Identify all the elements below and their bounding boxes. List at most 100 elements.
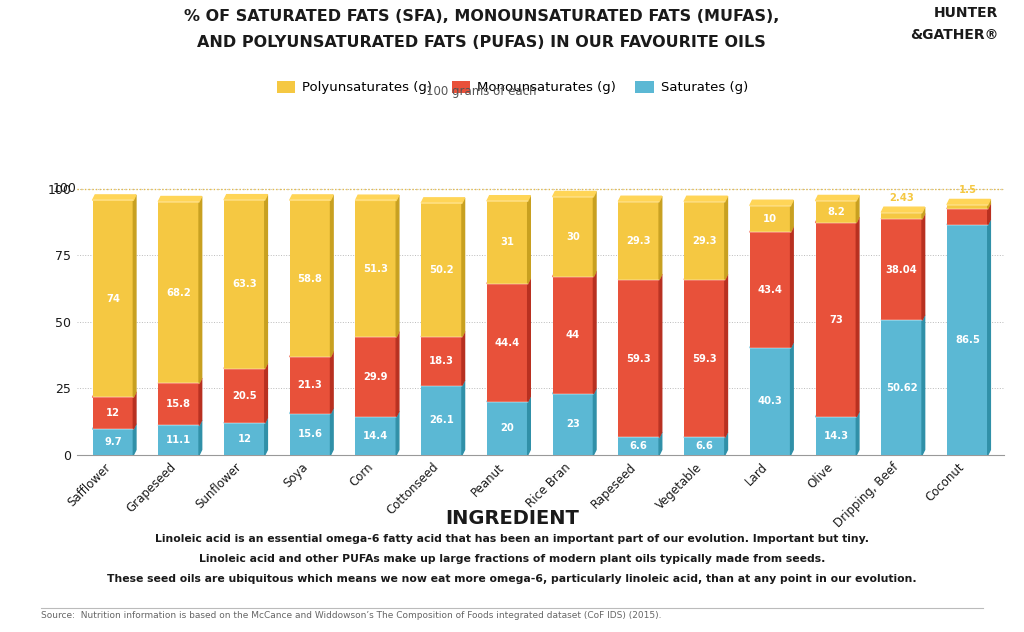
Polygon shape bbox=[618, 432, 662, 437]
Polygon shape bbox=[396, 332, 399, 416]
Polygon shape bbox=[791, 200, 794, 232]
FancyBboxPatch shape bbox=[159, 384, 199, 425]
FancyBboxPatch shape bbox=[290, 413, 331, 455]
Legend: Polyunsaturates (g), Monounsaturates (g), Saturates (g): Polyunsaturates (g), Monounsaturates (g)… bbox=[271, 75, 753, 99]
Text: 14.4: 14.4 bbox=[364, 431, 388, 441]
FancyBboxPatch shape bbox=[947, 209, 988, 225]
Text: 6.6: 6.6 bbox=[630, 441, 648, 451]
FancyBboxPatch shape bbox=[92, 429, 133, 455]
Polygon shape bbox=[92, 392, 136, 398]
Polygon shape bbox=[92, 424, 136, 429]
Polygon shape bbox=[487, 396, 530, 402]
FancyBboxPatch shape bbox=[553, 277, 593, 394]
Text: 44.4: 44.4 bbox=[495, 337, 520, 348]
Text: 50.62: 50.62 bbox=[886, 382, 918, 392]
Text: 43.4: 43.4 bbox=[758, 285, 782, 295]
Text: 31: 31 bbox=[501, 237, 514, 247]
Polygon shape bbox=[355, 195, 399, 200]
Polygon shape bbox=[396, 195, 399, 337]
Text: 100: 100 bbox=[53, 182, 77, 195]
Polygon shape bbox=[224, 418, 267, 423]
Polygon shape bbox=[815, 217, 859, 222]
FancyBboxPatch shape bbox=[815, 417, 856, 455]
FancyBboxPatch shape bbox=[882, 212, 922, 219]
Polygon shape bbox=[199, 420, 202, 455]
Text: 29.3: 29.3 bbox=[692, 236, 717, 246]
Polygon shape bbox=[815, 195, 859, 201]
Text: 12: 12 bbox=[238, 434, 252, 444]
Text: 2.43: 2.43 bbox=[889, 193, 914, 203]
Polygon shape bbox=[133, 392, 136, 429]
Polygon shape bbox=[199, 378, 202, 425]
FancyBboxPatch shape bbox=[882, 320, 922, 455]
Polygon shape bbox=[265, 418, 267, 455]
Text: 30: 30 bbox=[566, 232, 580, 241]
FancyBboxPatch shape bbox=[159, 425, 199, 455]
Text: 18.3: 18.3 bbox=[429, 356, 454, 366]
Polygon shape bbox=[487, 278, 530, 284]
Text: % OF SATURATED FATS (SFA), MONOUNSATURATED FATS (MUFAS),: % OF SATURATED FATS (SFA), MONOUNSATURAT… bbox=[183, 9, 779, 25]
Polygon shape bbox=[791, 227, 794, 348]
Polygon shape bbox=[947, 204, 990, 209]
Polygon shape bbox=[791, 343, 794, 455]
FancyBboxPatch shape bbox=[750, 232, 791, 348]
Polygon shape bbox=[224, 195, 267, 200]
Text: 20.5: 20.5 bbox=[232, 391, 257, 401]
Polygon shape bbox=[882, 315, 925, 320]
Text: 10: 10 bbox=[763, 214, 777, 224]
Polygon shape bbox=[882, 214, 925, 219]
Text: 15.6: 15.6 bbox=[298, 429, 323, 439]
Polygon shape bbox=[159, 420, 202, 425]
Polygon shape bbox=[462, 332, 465, 386]
Polygon shape bbox=[725, 274, 727, 437]
Polygon shape bbox=[750, 227, 794, 232]
FancyBboxPatch shape bbox=[92, 398, 133, 429]
Text: 14.3: 14.3 bbox=[823, 431, 849, 441]
FancyBboxPatch shape bbox=[750, 348, 791, 455]
Text: 38.04: 38.04 bbox=[886, 265, 918, 275]
Text: 100 grams of each: 100 grams of each bbox=[426, 85, 537, 99]
Polygon shape bbox=[882, 207, 925, 212]
Polygon shape bbox=[487, 196, 530, 201]
Text: These seed oils are ubiquitous which means we now eat more omega-6, particularly: These seed oils are ubiquitous which mea… bbox=[108, 574, 916, 585]
FancyBboxPatch shape bbox=[618, 202, 659, 279]
Text: INGREDIENT: INGREDIENT bbox=[445, 509, 579, 528]
FancyBboxPatch shape bbox=[553, 197, 593, 277]
Polygon shape bbox=[199, 197, 202, 384]
Polygon shape bbox=[593, 191, 596, 277]
Polygon shape bbox=[224, 363, 267, 368]
Polygon shape bbox=[331, 351, 333, 413]
FancyBboxPatch shape bbox=[553, 394, 593, 455]
FancyBboxPatch shape bbox=[159, 202, 199, 384]
Polygon shape bbox=[265, 195, 267, 368]
Text: 1.5: 1.5 bbox=[958, 185, 976, 195]
Polygon shape bbox=[659, 274, 662, 437]
Text: 86.5: 86.5 bbox=[955, 335, 980, 345]
Polygon shape bbox=[815, 411, 859, 417]
FancyBboxPatch shape bbox=[355, 200, 396, 337]
FancyBboxPatch shape bbox=[815, 201, 856, 222]
FancyBboxPatch shape bbox=[290, 357, 331, 413]
Polygon shape bbox=[684, 432, 727, 437]
Text: 12: 12 bbox=[105, 408, 120, 418]
Polygon shape bbox=[988, 204, 990, 225]
Text: 29.9: 29.9 bbox=[364, 372, 388, 382]
Polygon shape bbox=[593, 271, 596, 394]
Text: AND POLYUNSATURATED FATS (PUFAS) IN OUR FAVOURITE OILS: AND POLYUNSATURATED FATS (PUFAS) IN OUR … bbox=[197, 35, 766, 50]
Text: 51.3: 51.3 bbox=[364, 264, 388, 274]
Polygon shape bbox=[527, 196, 530, 284]
Polygon shape bbox=[92, 195, 136, 200]
Text: 29.3: 29.3 bbox=[627, 236, 651, 246]
Text: 63.3: 63.3 bbox=[232, 279, 257, 289]
Polygon shape bbox=[553, 271, 596, 277]
FancyBboxPatch shape bbox=[618, 437, 659, 455]
Polygon shape bbox=[750, 200, 794, 205]
Text: 44: 44 bbox=[566, 331, 581, 340]
FancyBboxPatch shape bbox=[421, 203, 462, 337]
Text: Linoleic acid and other PUFAs make up large fractions of modern plant oils typic: Linoleic acid and other PUFAs make up la… bbox=[199, 554, 825, 564]
Polygon shape bbox=[421, 198, 465, 203]
Polygon shape bbox=[421, 380, 465, 386]
FancyBboxPatch shape bbox=[355, 337, 396, 416]
Text: 21.3: 21.3 bbox=[298, 380, 323, 390]
Polygon shape bbox=[988, 200, 990, 209]
